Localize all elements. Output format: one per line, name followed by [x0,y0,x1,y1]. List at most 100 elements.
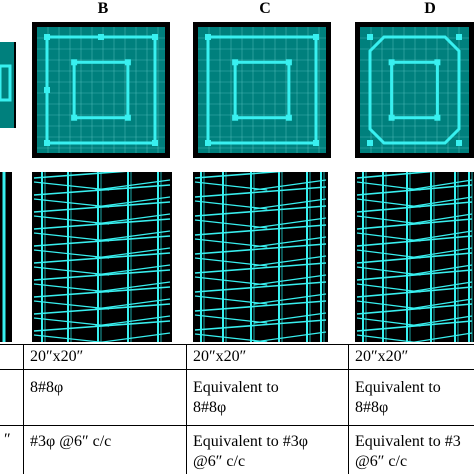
tie-segment [194,172,285,179]
tie-segment [253,217,327,229]
tie-segment [94,281,171,293]
main-bars-b: 8#8φ [30,379,64,396]
tie-segment [356,334,418,342]
tie-segment [33,181,110,191]
tie-segment [194,333,268,342]
ties-d-line1: Equivalent to #3 [355,433,461,450]
tie-segment [194,224,327,236]
tie-segment [33,334,106,342]
tie-segment [94,213,171,225]
tie-segment [408,179,473,191]
rebar-node [124,59,131,66]
tie-segment [194,257,268,267]
section-fill [37,27,165,153]
table-col-divider-2 [186,344,187,474]
ties-c-line2: @6″ c/c [193,453,246,470]
tie-segment [33,266,110,276]
column-header-b: B [97,0,109,17]
tie-segment [94,315,171,327]
tie-segment [408,315,473,327]
section-fill [360,27,469,153]
rebar-node [205,140,211,146]
tie-segment [253,331,327,342]
cross-section-b [32,22,170,158]
column-header-d: D [424,0,436,17]
tie-segment [408,247,473,259]
tie-segment [356,320,473,332]
rebar-node [124,114,131,121]
cross-section-c [193,22,331,158]
rebar-node [71,59,78,66]
rebar-node [313,34,319,40]
cross-section-d [355,22,474,158]
rebar-node [434,114,441,121]
tie-segment [94,179,171,191]
rebar-node [232,59,239,66]
tie-segment [356,218,473,230]
tie-segment [356,198,421,208]
main-bars-d-line1: Equivalent to [355,379,441,396]
inner-tie [72,60,130,120]
rebar-node [367,140,373,146]
rebar-node [71,114,78,121]
tie-segment [33,235,171,247]
tie-segment [253,236,327,248]
rebar-node [313,140,319,146]
tie-segment [94,230,171,242]
rebar-node [44,140,50,146]
rebar-node [285,59,292,66]
tie-segment [33,232,110,242]
tie-segment [408,230,473,242]
tie-segment [97,332,171,342]
column-header-c: C [259,0,271,17]
cage-view-a-partial [0,172,12,342]
main-bars-c-line2: 8#8φ [193,399,227,416]
ties-c-line1: Equivalent to #3φ [193,433,308,450]
tie-segment [194,181,268,191]
tie-segment [253,312,327,324]
tie-segment [408,264,473,276]
tie-segment [194,300,327,312]
tie-segment [356,184,473,196]
tie-segment [194,319,327,331]
rebar-node [434,59,441,66]
inner-tie [233,60,291,120]
table-rule-top [0,344,474,345]
tie-segment [194,295,268,305]
tie-segment [33,286,171,298]
tie-segment [356,235,473,247]
tie-segment [33,320,171,332]
table-col-divider-1 [23,344,24,474]
ties-b: #3φ @6″ c/c [30,433,112,450]
ties-d-line2: @6″ c/c [355,453,408,470]
size-c: 20″x20″ [193,348,247,365]
tie-segment [411,332,473,342]
tie-segment [408,213,473,225]
tie-segment [194,262,327,274]
rebar-node [456,34,462,40]
tie-segment [194,238,268,248]
tie-segment [194,281,327,293]
tie-segment [356,181,421,191]
tie-segment [356,172,436,179]
table-rule-2 [0,425,474,426]
tie-segment [356,269,473,281]
tie-segment [194,276,268,286]
tie-segment [356,300,421,310]
tie-segment [408,298,473,310]
tie-segment [356,286,473,298]
cross-section-a-partial [0,42,16,128]
table-col-divider-3 [348,344,349,474]
outer-tie [206,35,318,145]
cage-view-b [32,172,172,342]
tie-segment [33,218,171,230]
rebar-node [152,140,158,146]
tie-segment [33,317,110,327]
tie-segment [33,283,110,293]
rebar-node [98,34,104,40]
tie-segment [194,243,327,255]
rebar-node [367,34,373,40]
cage-view-c [193,172,328,342]
tie-segment [94,247,171,259]
rebar-node [44,34,50,40]
